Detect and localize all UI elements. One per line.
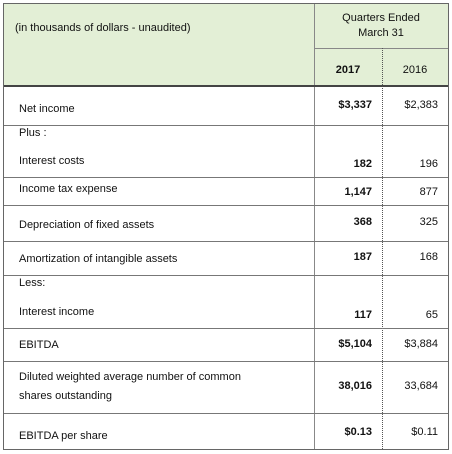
cell-value: 368 [353,216,372,228]
row-label: Net income [19,103,75,115]
row-rule [4,125,448,126]
row-rule [4,413,448,414]
row-label: Amortization of intangible assets [19,253,178,265]
header-bottom [4,85,448,87]
cell-value: 196 [419,158,438,170]
row-label: Income tax expense [19,183,118,195]
period: Quarters Ended [342,12,420,24]
cell-value: 182 [353,158,372,170]
row-label: Less: [19,277,46,289]
year: 2016 [402,64,428,76]
cell-value: 168 [419,251,438,263]
row-label: EBITDA [19,339,59,351]
cell-value: $0.11 [411,425,438,438]
row-label: shares outstanding [19,390,112,402]
col-divider [314,4,315,449]
row-rule [4,177,448,178]
cell-value: 117 [354,308,372,321]
caption: (in thousands of dollars - unaudited) [15,22,191,34]
header-bg [4,4,448,86]
row-label: Interest costs [19,155,85,167]
row-rule [4,361,448,362]
cell-value: 38,016 [338,380,372,392]
row-label: EBITDA per share [19,430,108,442]
cell-value: 65 [425,308,438,321]
cell-value: 325 [419,216,438,228]
cell-value: $3,337 [338,99,372,111]
cell-value: 33,684 [404,380,438,392]
cell-value: $2,383 [404,99,438,111]
year-divider [382,48,383,449]
year: 2017 [335,64,361,76]
row-label: Interest income [19,306,95,318]
cell-value: 187 [353,251,372,263]
period: March 31 [358,27,404,39]
row-label: Depreciation of fixed assets [19,219,155,231]
row-rule [4,205,448,206]
row-rule [4,275,448,276]
cell-value: $0.13 [344,425,372,438]
cell-value: 1,147 [344,186,372,198]
cell-value: 877 [419,186,438,198]
cell-value: $5,104 [338,337,372,350]
row-rule [4,328,448,329]
row-rule [4,241,448,242]
cell-value: $3,884 [404,337,438,350]
header-rule [314,48,448,49]
table: (in thousands of dollars - unaudited) Qua… [3,3,449,450]
row-label: Plus : [19,127,47,139]
row-label: Diluted weighted average number of commo… [19,371,241,383]
